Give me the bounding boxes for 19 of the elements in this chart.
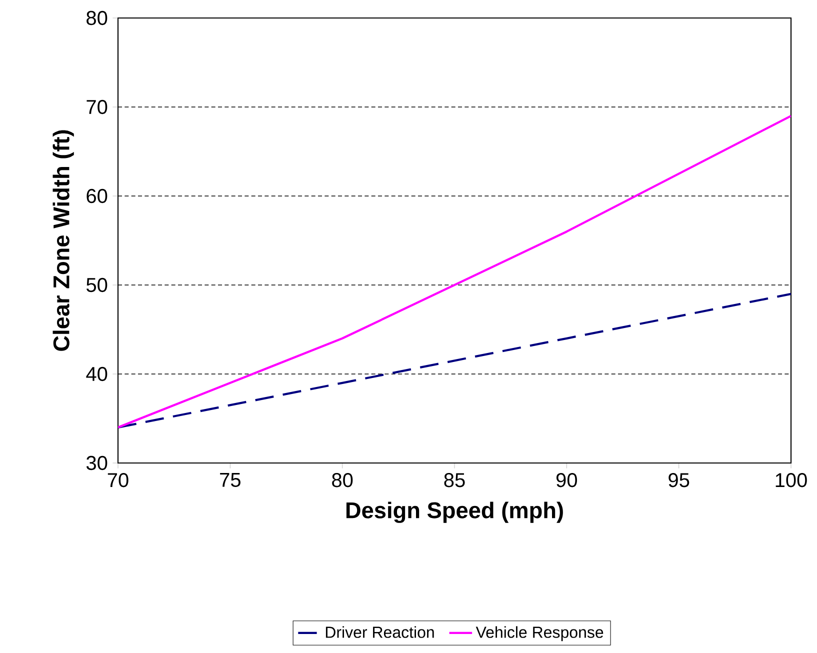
x-tick-label: 95 [668, 473, 690, 488]
y-axis-title: Clear Zone Width (ft) [52, 130, 74, 351]
y-tick-label: 40 [86, 366, 108, 382]
x-axis-title: Design Speed (mph) [346, 502, 563, 523]
x-tick-label: 75 [220, 473, 240, 487]
legend-label: Driver Reaction [326, 626, 434, 638]
y-tick-label: 80 [86, 10, 108, 26]
x-tick-label: 80 [332, 473, 353, 488]
y-tick-label: 50 [86, 278, 108, 292]
legend-label: Vehicle Response [476, 626, 604, 642]
x-tick-label: 70 [108, 473, 128, 488]
y-tick-label: 70 [86, 100, 108, 114]
line-series [118, 114, 792, 428]
x-tick-label: 90 [556, 473, 577, 488]
y-tick-label: 60 [86, 188, 108, 204]
x-tick-label: 100 [776, 473, 807, 488]
x-tick-label: 85 [444, 473, 465, 488]
line-series [118, 292, 792, 428]
y-tick-label: 30 [86, 456, 108, 470]
